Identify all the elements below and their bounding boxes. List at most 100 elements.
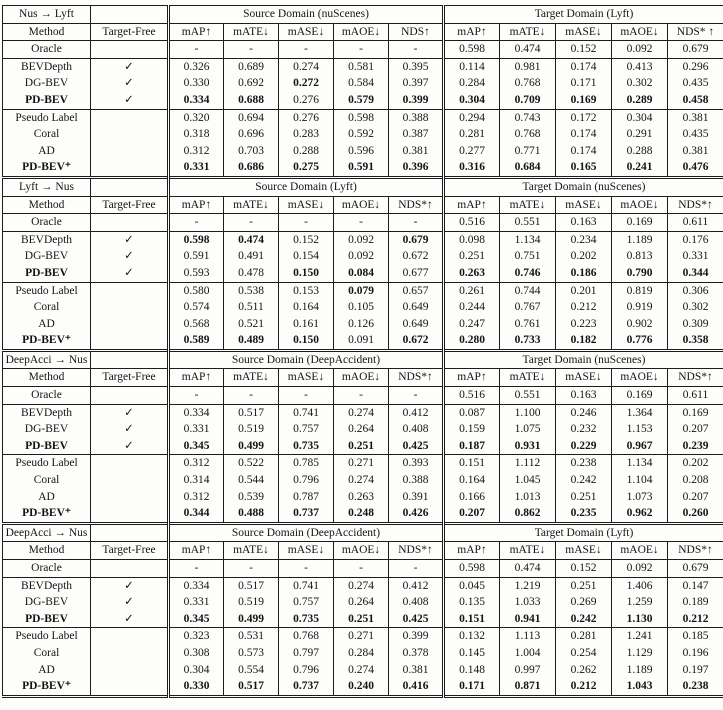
value-cell: 0.768: [278, 627, 334, 645]
method-row: AD 0.312 0.703 0.288 0.596 0.381 0.277 0.771 0.1…: [3, 142, 723, 160]
value-cell: 0.271: [333, 454, 389, 473]
target-free-cell: [90, 627, 169, 645]
value-cell: 0.147: [667, 576, 723, 595]
value-cell: 0.323: [167, 627, 224, 645]
value-cell: 0.741: [278, 576, 334, 595]
target-free-cell: ✓: [90, 403, 169, 422]
metric-column-header: NDS* ↑: [667, 22, 723, 41]
target-free-cell: [90, 108, 169, 127]
value-cell: 0.212: [555, 299, 612, 316]
value-cell: 0.703: [223, 142, 279, 160]
value-cell: 1.075: [499, 421, 556, 438]
value-cell: 0.568: [167, 315, 224, 333]
method-cell: AD: [38, 317, 55, 330]
metric-column-header: NDS*↑: [388, 195, 444, 214]
value-cell: 0.776: [611, 332, 668, 351]
value-cell: 0.092: [333, 248, 389, 265]
value-cell: 0.519: [223, 594, 279, 611]
target-free-cell: [90, 559, 169, 578]
method-column-header: Method: [2, 22, 91, 41]
method-cell: PD-BEV: [25, 93, 68, 106]
value-cell: 0.391: [388, 488, 444, 506]
method-row: Coral 0.314 0.544 0.796 0.274 0.388 0.164 1.045…: [3, 472, 723, 489]
value-cell: 0.174: [555, 142, 612, 160]
block-title-row: DeepAcci → Nus Source Domain (DeepAcciden…: [2, 348, 723, 369]
target-free-cell: [90, 386, 169, 405]
value-cell: -: [388, 386, 444, 405]
oracle-row: Oracle - - - - -0.598 0.474 0.152 0.092 0.679: [2, 40, 723, 59]
metric-column-header: NDS↑: [388, 22, 444, 41]
value-cell: 0.813: [611, 248, 668, 265]
value-cell: 0.150: [278, 264, 334, 282]
metric-column-header: mASE↓: [278, 22, 334, 41]
value-cell: -: [388, 213, 444, 232]
value-cell: 0.169: [611, 213, 668, 232]
metric-column-header: mATE↓: [499, 541, 556, 560]
method-column-header: Method: [2, 541, 91, 560]
value-cell: -: [333, 40, 389, 59]
value-cell: -: [223, 386, 279, 405]
value-cell: 0.174: [555, 126, 612, 143]
metric-column-header: mATE↓: [499, 195, 556, 214]
method-cell: Oracle: [2, 40, 91, 59]
method-row: Pseudo Label 0.312 0.522 0.785 0.271 0.393 0.1…: [2, 454, 723, 473]
target-free-cell: [90, 40, 169, 59]
value-cell: 0.962: [611, 505, 668, 524]
target-free-column-header: Target-Free: [90, 368, 169, 387]
value-cell: 0.161: [278, 315, 334, 333]
value-cell: 0.511: [223, 299, 279, 316]
value-cell: 0.598: [167, 230, 224, 249]
value-cell: 0.318: [167, 126, 224, 143]
target-free-cell: [90, 332, 169, 351]
value-cell: 0.248: [333, 505, 389, 524]
value-cell: 0.275: [278, 159, 334, 178]
value-cell: 0.767: [499, 299, 556, 316]
value-cell: 0.202: [667, 454, 723, 473]
value-cell: 0.304: [611, 108, 668, 127]
value-cell: 0.611: [667, 386, 723, 405]
value-cell: 0.114: [442, 57, 500, 76]
value-cell: 0.151: [442, 610, 500, 628]
value-cell: 0.768: [499, 126, 556, 143]
value-cell: 0.381: [388, 142, 444, 160]
value-cell: 0.931: [499, 437, 556, 455]
checkmark-icon: ✓: [124, 93, 134, 106]
value-cell: 0.304: [442, 91, 500, 110]
block-title-spacer: [90, 348, 169, 369]
value-cell: 0.580: [167, 281, 224, 300]
value-cell: 0.264: [333, 594, 389, 611]
checkmark-icon: ✓: [124, 612, 134, 625]
method-cell: DG-BEV: [24, 423, 69, 436]
value-cell: 0.544: [223, 472, 279, 489]
value-cell: 0.598: [442, 40, 500, 59]
value-cell: 0.247: [442, 315, 500, 333]
value-cell: 0.079: [333, 281, 389, 300]
value-cell: 0.234: [555, 230, 612, 249]
block-title: Lyft → Nus: [2, 175, 91, 197]
value-cell: 0.302: [611, 75, 668, 92]
method-cell: BEVDepth: [2, 403, 91, 422]
checkmark-icon: ✓: [124, 250, 134, 263]
value-cell: 0.091: [333, 332, 389, 351]
value-cell: 0.251: [555, 576, 612, 595]
value-cell: 0.522: [223, 454, 279, 473]
value-cell: 0.746: [499, 264, 556, 282]
value-cell: 0.169: [667, 403, 723, 422]
column-header-row: Method Target-Free mAP↑ mATE↓ mASE↓ mAOE↓ NDS↑…: [2, 22, 723, 41]
method-row: DG-BEV ✓ 0.330 0.692 0.272 0.584 0.397 0.284 0.7…: [3, 75, 723, 92]
value-cell: 0.919: [611, 299, 668, 316]
value-cell: 0.334: [167, 91, 224, 110]
value-cell: 0.579: [333, 91, 389, 110]
method-column-header: Method: [2, 368, 91, 387]
method-cell: BEVDepth: [2, 576, 91, 595]
method-row: PD-BEV ✓ 0.593 0.478 0.150 0.084 0.677 0.263 0.7…: [3, 264, 723, 282]
value-cell: 0.344: [667, 264, 723, 282]
value-cell: 1.073: [611, 488, 668, 506]
value-cell: 1.406: [611, 576, 668, 595]
value-cell: -: [333, 386, 389, 405]
method-cell: DG-BEV: [24, 77, 69, 90]
value-cell: 0.163: [555, 213, 612, 232]
value-cell: -: [388, 40, 444, 59]
value-cell: 0.387: [388, 126, 444, 143]
value-cell: 0.539: [223, 488, 279, 506]
